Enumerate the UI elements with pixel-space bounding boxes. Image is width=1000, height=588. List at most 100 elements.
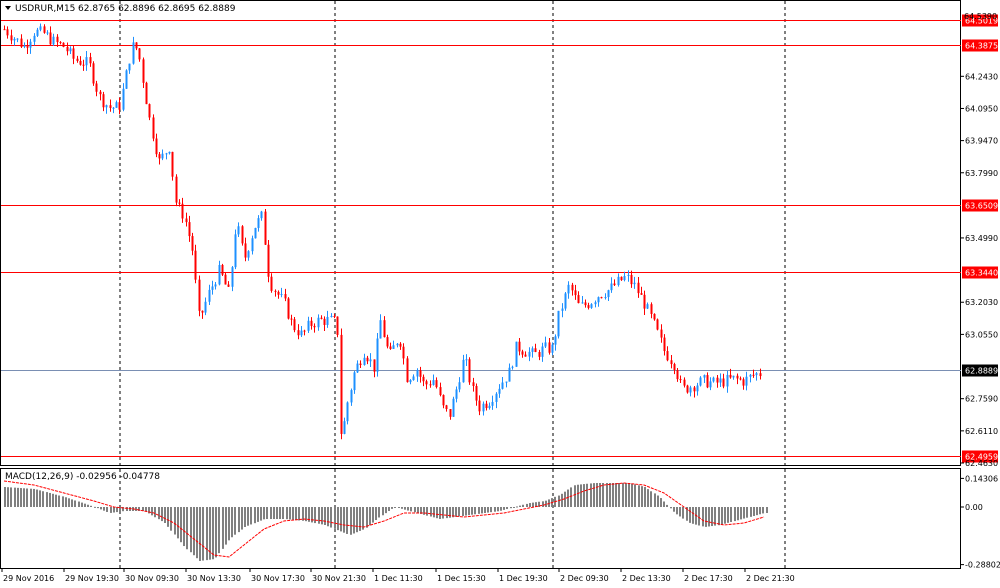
horizontal-levels[interactable]: 64.5019 64.3875 63.6509 63.3440 62.4959 62.88… bbox=[1, 14, 998, 463]
macd-bar bbox=[398, 507, 400, 508]
macd-bar bbox=[471, 507, 473, 515]
macd-bar bbox=[388, 507, 390, 511]
macd-bar bbox=[234, 507, 236, 535]
candle-body bbox=[287, 298, 290, 319]
candle-body bbox=[231, 267, 234, 287]
candle-body bbox=[653, 313, 656, 320]
macd-bar bbox=[606, 483, 608, 507]
macd-bar bbox=[663, 501, 665, 507]
macd-bar bbox=[759, 507, 761, 515]
macd-bar bbox=[423, 507, 425, 515]
macd-bar bbox=[487, 507, 489, 513]
candle-body bbox=[561, 308, 564, 311]
candle-body bbox=[155, 138, 158, 155]
macd-bar bbox=[762, 507, 764, 514]
macd-bar bbox=[689, 507, 691, 523]
macd-bar bbox=[522, 504, 524, 507]
macd-bar bbox=[23, 488, 25, 507]
macd-bar bbox=[212, 507, 214, 560]
macd-bar bbox=[87, 504, 89, 507]
macd-bar bbox=[177, 507, 179, 539]
candle-body bbox=[521, 351, 524, 355]
candle-body bbox=[247, 251, 250, 258]
macd-bar bbox=[330, 507, 332, 528]
candle-body bbox=[254, 227, 257, 239]
candle-body bbox=[115, 102, 118, 108]
candle-body bbox=[300, 330, 303, 336]
price-tick-label: 63.4990 bbox=[965, 234, 998, 243]
macd-bar bbox=[500, 507, 502, 511]
macd-bar bbox=[727, 507, 729, 523]
candle-body bbox=[317, 317, 320, 328]
triangle-down-icon[interactable] bbox=[5, 6, 11, 10]
macd-bar bbox=[222, 507, 224, 549]
main-chart-frame[interactable] bbox=[0, 0, 961, 466]
macd-bar bbox=[215, 507, 217, 558]
candle-body bbox=[584, 302, 587, 306]
macd-bar bbox=[660, 498, 662, 507]
candle-body bbox=[336, 316, 339, 335]
candle-body bbox=[29, 41, 32, 48]
candle-body bbox=[660, 329, 663, 338]
candle-body bbox=[356, 363, 359, 373]
macd-bar bbox=[238, 507, 240, 533]
candle-body bbox=[59, 42, 62, 44]
macd-bar bbox=[410, 507, 412, 512]
candle-body bbox=[69, 48, 72, 52]
macd-bar bbox=[190, 507, 192, 553]
macd-bar bbox=[42, 491, 44, 507]
candle-body bbox=[482, 403, 485, 412]
candle-body bbox=[23, 45, 26, 47]
candle-body bbox=[194, 250, 197, 280]
candle-body bbox=[366, 357, 369, 362]
candle-body bbox=[244, 243, 247, 258]
macd-bar bbox=[314, 507, 316, 524]
candle-body bbox=[280, 294, 283, 296]
candle-body bbox=[132, 42, 135, 64]
candle-body bbox=[79, 60, 82, 65]
macd-bar bbox=[586, 483, 588, 507]
macd-bar bbox=[679, 507, 681, 517]
level-label-bg bbox=[962, 199, 998, 212]
candle-body bbox=[613, 283, 616, 286]
macd-bar bbox=[673, 507, 675, 512]
macd-bar bbox=[138, 507, 140, 511]
candle-body bbox=[20, 38, 23, 47]
macd-bar bbox=[65, 497, 67, 507]
macd-bar bbox=[724, 507, 726, 524]
candle-body bbox=[610, 283, 613, 291]
candle-body bbox=[204, 301, 207, 313]
candle-body bbox=[52, 36, 55, 45]
macd-bar bbox=[570, 487, 572, 507]
indicator-frame[interactable] bbox=[0, 468, 961, 569]
candle-body bbox=[548, 342, 551, 353]
time-tick-label: 30 Nov 21:30 bbox=[312, 574, 366, 583]
candle-body bbox=[442, 395, 445, 406]
indicator-tick-label: 0.14306 bbox=[965, 474, 998, 483]
candle-body bbox=[72, 48, 75, 59]
macd-bar bbox=[404, 507, 406, 510]
price-tick-label: 63.9470 bbox=[965, 137, 998, 146]
candle-body bbox=[617, 276, 620, 286]
candle-body bbox=[511, 366, 514, 368]
macd-signal-line bbox=[3, 480, 765, 558]
indicator-tick-label: -0.28802 bbox=[965, 561, 1000, 570]
macd-bar bbox=[158, 507, 160, 520]
macd-bar bbox=[490, 507, 492, 513]
macd-bar bbox=[231, 507, 233, 538]
candle-body bbox=[145, 82, 148, 105]
price-tick-label: 64.0950 bbox=[965, 104, 998, 113]
candle-body bbox=[138, 48, 141, 60]
macd-bar bbox=[148, 507, 150, 514]
time-tick-label: 2 Dec 17:30 bbox=[684, 574, 733, 583]
macd-bar bbox=[260, 507, 262, 521]
macd-bar bbox=[590, 483, 592, 507]
current-price-label: 62.8889 bbox=[965, 367, 998, 376]
macd-bar bbox=[55, 494, 57, 507]
macd-bar bbox=[666, 504, 668, 507]
candle-body bbox=[577, 295, 580, 304]
ohlc-values: 62.8765 62.8896 62.8695 62.8889 bbox=[78, 4, 236, 14]
candle-body bbox=[538, 352, 541, 357]
candle-body bbox=[449, 409, 452, 417]
